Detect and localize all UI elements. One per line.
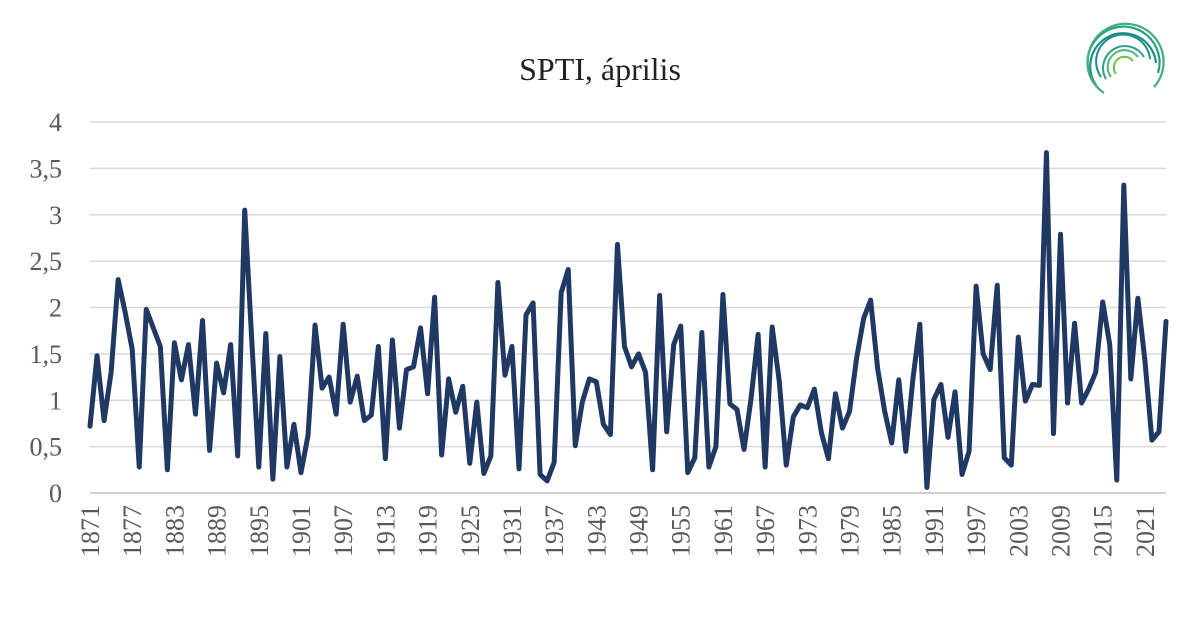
- x-tick-label: 1955: [667, 505, 696, 557]
- x-tick-label: 1883: [160, 505, 189, 557]
- x-tick-label: 1913: [371, 505, 400, 557]
- x-tick-label: 1877: [118, 505, 147, 557]
- x-tick-label: 1931: [498, 505, 527, 557]
- gridlines: [90, 121, 1166, 448]
- x-tick-label: 1925: [456, 505, 485, 557]
- x-tick-label: 1889: [203, 505, 232, 557]
- x-tick-label: 2003: [1004, 505, 1033, 557]
- spti-series-line: [87, 150, 1169, 490]
- chart-title: SPTI, április: [519, 51, 681, 87]
- x-tick-label: 1991: [920, 505, 949, 557]
- y-tick-label: 0: [49, 479, 62, 508]
- x-tick-label: 1871: [76, 505, 105, 557]
- y-axis-ticks: 0 0,5 1 1,5 2 2,5 3 3,5 4: [30, 108, 63, 508]
- x-tick-label: 1901: [287, 505, 316, 557]
- x-tick-label: 2021: [1131, 505, 1160, 557]
- y-tick-label: 3: [49, 201, 62, 230]
- y-tick-label: 4: [49, 108, 62, 137]
- x-tick-label: 2015: [1089, 505, 1118, 557]
- y-tick-label: 3,5: [30, 154, 63, 183]
- x-tick-label: 1907: [329, 505, 358, 557]
- y-tick-label: 2,5: [30, 247, 63, 276]
- x-tick-label: 1949: [625, 505, 654, 557]
- x-tick-label: 1895: [245, 505, 274, 557]
- x-tick-label: 1979: [836, 505, 865, 557]
- x-tick-label: 2009: [1047, 505, 1076, 557]
- swirl-logo-icon: [1086, 22, 1165, 94]
- x-tick-label: 1961: [709, 505, 738, 557]
- y-tick-label: 2: [49, 294, 62, 323]
- x-tick-label: 1967: [751, 505, 780, 557]
- x-tick-label: 1919: [414, 505, 443, 557]
- y-tick-label: 1,5: [30, 340, 63, 369]
- x-tick-label: 1985: [878, 505, 907, 557]
- x-axis-ticks: 1871 1877 1883 1889 1895 1901 1907 1913 1919 1925…: [76, 505, 1160, 557]
- x-tick-label: 1943: [582, 505, 611, 557]
- y-tick-label: 0,5: [30, 433, 63, 462]
- x-tick-label: 1937: [540, 505, 569, 557]
- x-tick-label: 1973: [793, 505, 822, 557]
- y-tick-label: 1: [49, 386, 62, 415]
- x-tick-label: 1997: [962, 505, 991, 557]
